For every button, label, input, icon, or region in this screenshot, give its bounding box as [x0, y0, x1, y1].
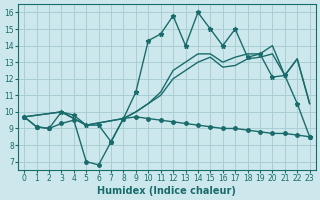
X-axis label: Humidex (Indice chaleur): Humidex (Indice chaleur) [98, 186, 236, 196]
